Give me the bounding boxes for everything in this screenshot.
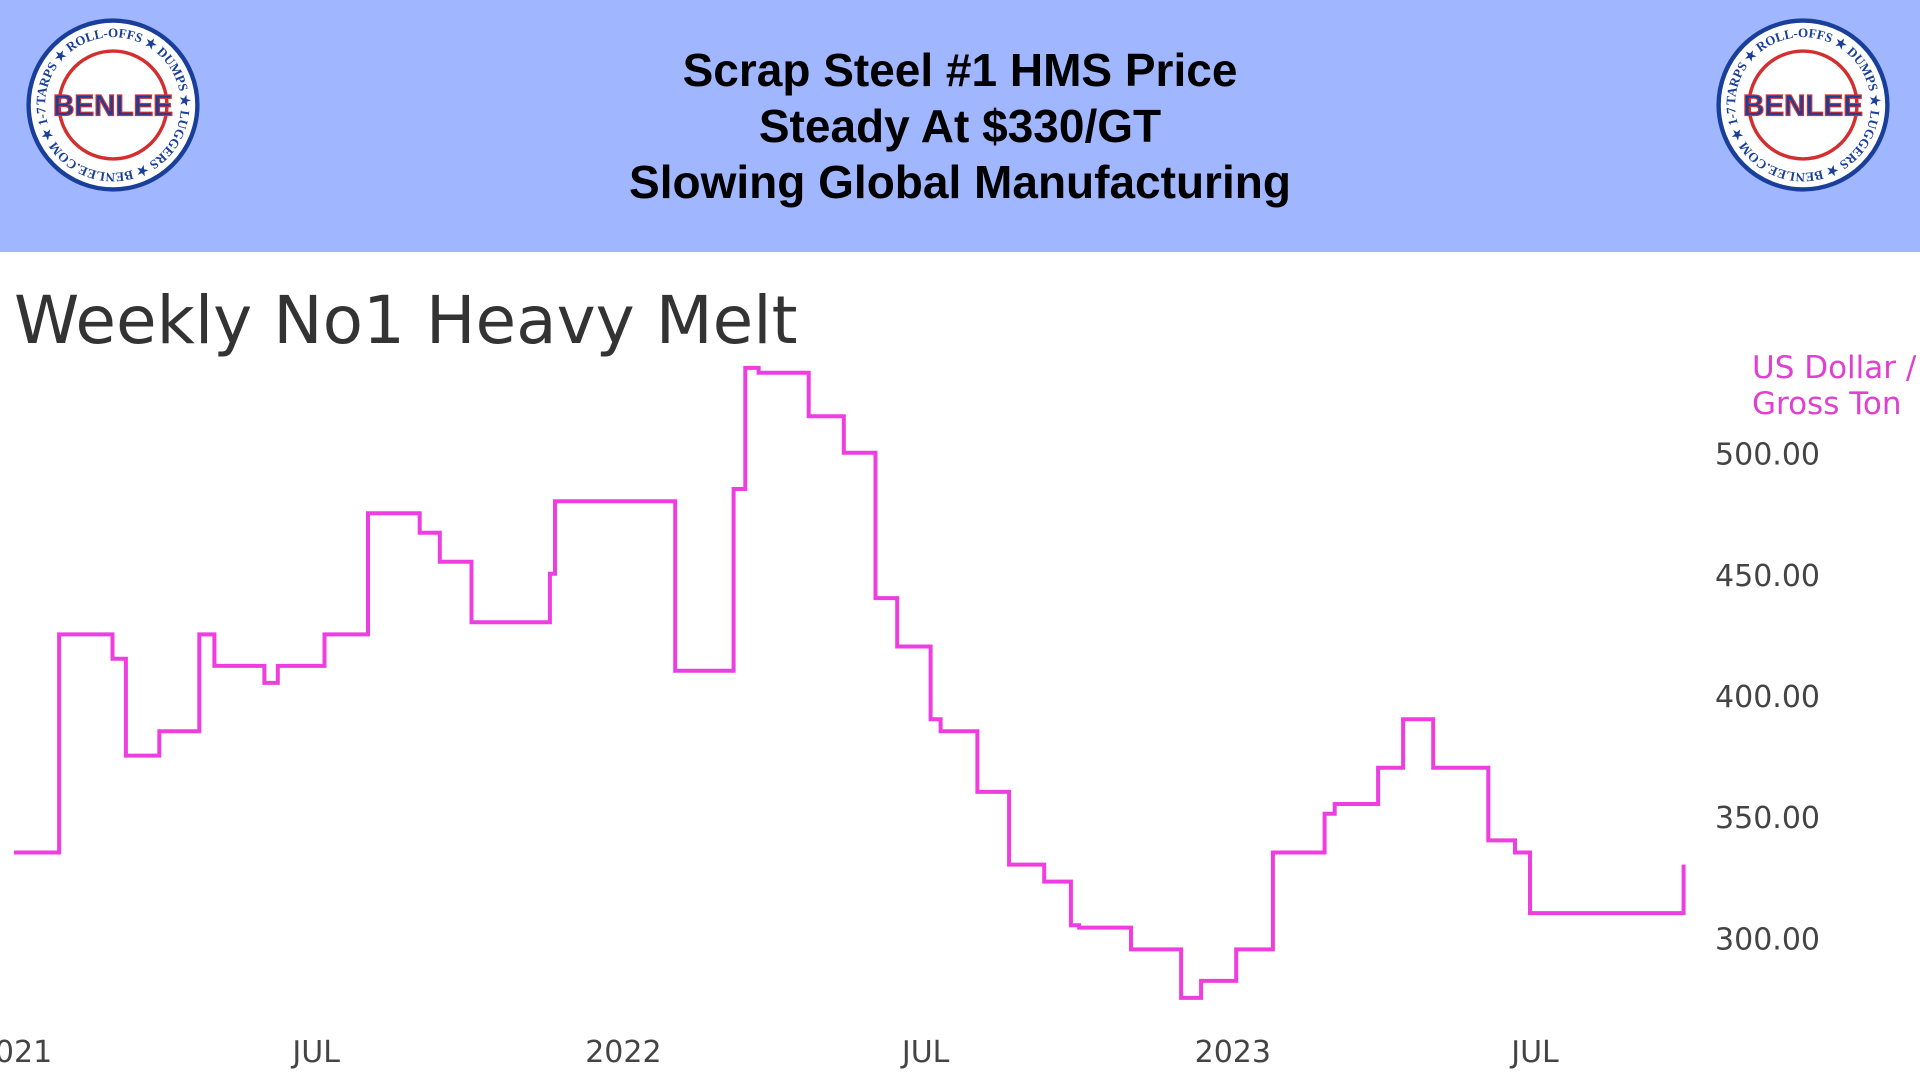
data-point [1178, 995, 1184, 1001]
data-point [672, 668, 678, 674]
title-banner: TARPS ★ ROLL-OFFS ★ DUMPS ★ LUGGERS ★ BE… [0, 0, 1920, 252]
data-point [261, 680, 267, 686]
data-point [1485, 837, 1491, 843]
data-point [417, 530, 423, 536]
data-point [1041, 879, 1047, 885]
x-tick-label: JUL [1509, 1035, 1559, 1070]
benlee-logo-right: TARPS ★ ROLL-OFFS ★ DUMPS ★ LUGGERS ★ BE… [1716, 18, 1890, 192]
banner-title-line-2: Steady At $330/GT [758, 100, 1162, 152]
data-point [1439, 765, 1445, 771]
data-point [196, 631, 202, 637]
data-point [873, 595, 879, 601]
data-point [1332, 801, 1338, 807]
data-point [806, 413, 812, 419]
data-point [156, 728, 162, 734]
data-point [756, 370, 762, 376]
y-tick-label: 350.00 [1715, 801, 1820, 836]
data-point [1026, 862, 1032, 868]
data-point [552, 498, 558, 504]
data-point [1006, 862, 1012, 868]
data-point [1527, 910, 1533, 916]
data-point [322, 631, 328, 637]
y-tick-label: 450.00 [1715, 559, 1820, 594]
svg-text:BENLEE: BENLEE [1743, 89, 1863, 122]
data-point [624, 498, 630, 504]
data-point [1233, 946, 1239, 952]
data-point [841, 450, 847, 456]
data-point [1681, 862, 1687, 868]
svg-text:BENLEE: BENLEE [53, 89, 173, 122]
data-point [1198, 978, 1204, 984]
data-point [886, 595, 892, 601]
data-point [211, 663, 217, 669]
data-point [365, 510, 371, 516]
data-point [719, 668, 725, 674]
x-tick-label: JUL [290, 1035, 340, 1070]
data-point [1288, 850, 1294, 856]
data-point [469, 619, 475, 625]
x-tick-label: JUL [900, 1035, 950, 1070]
data-point [11, 850, 17, 856]
data-point [1076, 925, 1082, 931]
data-point [110, 656, 116, 662]
data-point [1068, 922, 1074, 928]
x-tick-label: 2021 [0, 1035, 52, 1070]
y-tick-label: 400.00 [1715, 680, 1820, 715]
data-point [821, 413, 827, 419]
data-point [547, 571, 553, 577]
data-point [986, 789, 992, 795]
data-point [437, 559, 443, 565]
data-point [1430, 765, 1436, 771]
data-point [938, 728, 944, 734]
data-point [445, 559, 451, 565]
data-point [731, 486, 737, 492]
y-axis-unit-label: US Dollar / Gross Ton [1752, 350, 1916, 422]
data-point [123, 753, 129, 759]
data-point [742, 365, 748, 371]
data-point [894, 644, 900, 650]
data-point [1375, 765, 1381, 771]
banner-title-line-3: Slowing Global Manufacturing [629, 156, 1291, 208]
y-tick-label: 500.00 [1715, 438, 1820, 473]
price-series-line [14, 365, 1686, 1000]
data-point [1270, 850, 1276, 856]
banner-title-line-1: Scrap Steel #1 HMS Price [682, 44, 1238, 96]
data-point [1512, 850, 1518, 856]
chart-title: Weekly No1 Heavy Melt [14, 282, 798, 359]
x-tick-label: 2023 [1195, 1035, 1271, 1070]
data-point [56, 631, 62, 637]
data-point [1322, 811, 1328, 817]
data-point [275, 663, 281, 669]
data-point [974, 789, 980, 795]
y-tick-label: 300.00 [1715, 922, 1820, 957]
data-point [1131, 946, 1137, 952]
y-axis-unit-line-1: US Dollar / [1752, 350, 1917, 386]
benlee-logo-left: TARPS ★ ROLL-OFFS ★ DUMPS ★ LUGGERS ★ BE… [26, 18, 200, 192]
data-point [1400, 716, 1406, 722]
x-tick-label: 2022 [585, 1035, 661, 1070]
data-point [928, 716, 934, 722]
y-axis-unit-line-2: Gross Ton [1752, 386, 1902, 422]
